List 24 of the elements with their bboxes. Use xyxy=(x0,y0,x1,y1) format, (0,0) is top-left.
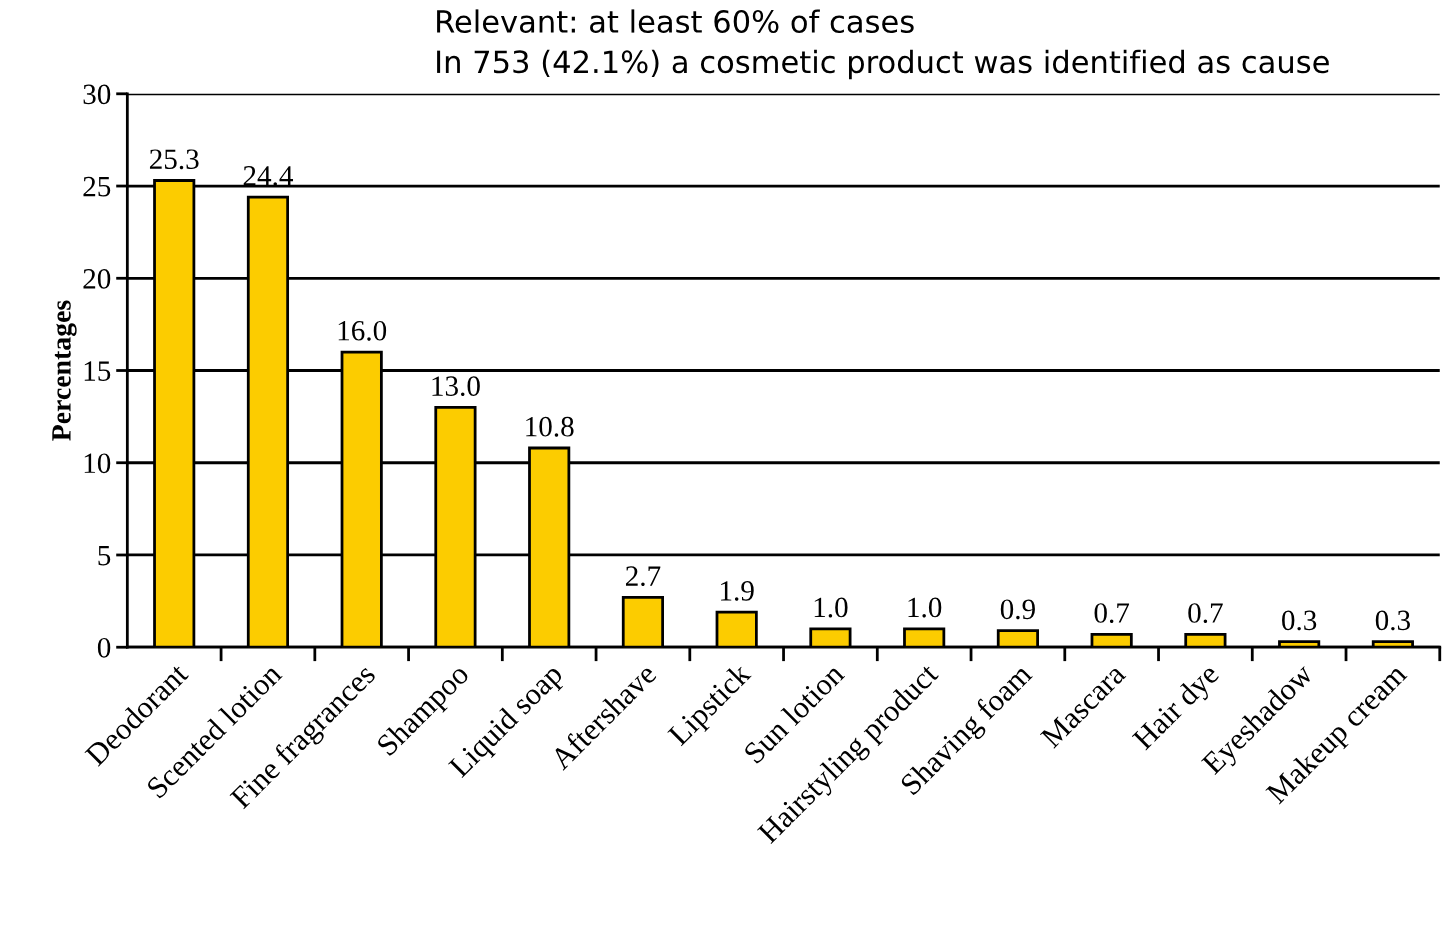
y-tick-label: 20 xyxy=(83,269,111,289)
data-label: 2.7 xyxy=(625,566,661,587)
y-tick-label: 15 xyxy=(84,361,111,381)
data-label: 10.8 xyxy=(526,416,574,437)
y-axis-title: Percentages xyxy=(52,300,77,441)
data-label: 0.3 xyxy=(1282,610,1317,631)
data-label: 25.3 xyxy=(149,149,199,170)
data-label: 24.4 xyxy=(243,166,294,186)
y-tick-label: 5 xyxy=(98,546,111,566)
y-tick-label: 10 xyxy=(84,453,111,474)
data-label: 1.0 xyxy=(908,597,942,618)
data-label: 0.7 xyxy=(1188,603,1223,623)
data-label: 1.0 xyxy=(814,597,848,618)
data-label: 1.9 xyxy=(721,581,754,601)
y-tick-label: 30 xyxy=(83,84,111,105)
data-label: 0.7 xyxy=(1094,603,1130,623)
y-tick-label: 25 xyxy=(83,176,111,197)
data-label: 0.9 xyxy=(1000,599,1035,620)
y-tick-label: 0 xyxy=(97,637,111,658)
data-label: 0.3 xyxy=(1375,610,1410,631)
text: Relevant: at least 60% of cases xyxy=(437,9,914,34)
data-label: 16.0 xyxy=(338,320,387,341)
data-label: 13.0 xyxy=(432,376,480,397)
text: In 753 (42.1%) a cosmetic product was identified as cause xyxy=(437,49,1329,80)
